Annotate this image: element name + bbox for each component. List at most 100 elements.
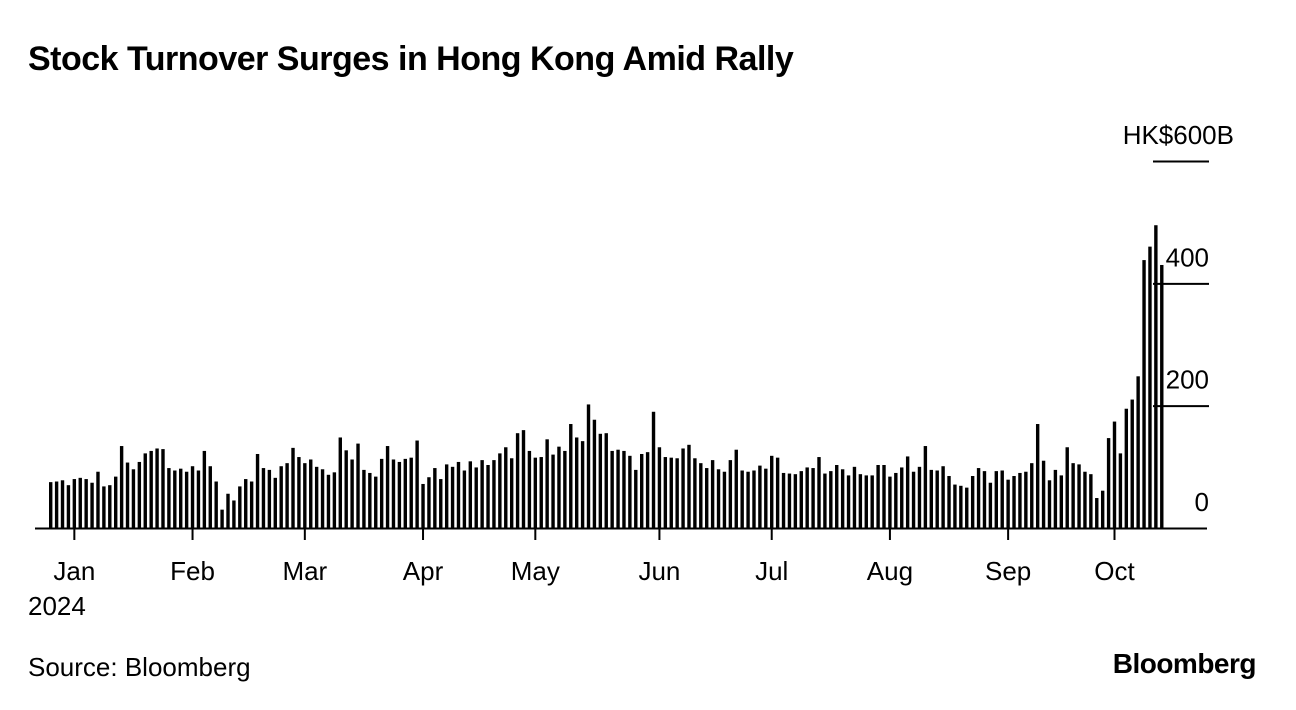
bar	[1089, 474, 1093, 528]
x-tick-label: Jan	[53, 556, 95, 586]
bar	[161, 449, 165, 528]
bar	[1041, 460, 1046, 528]
x-tick-label: Sep	[985, 556, 1031, 586]
bar	[994, 471, 998, 528]
bar	[314, 466, 319, 528]
x-axis-year-label: 2024	[28, 591, 86, 621]
bar	[114, 476, 118, 528]
x-tick-label: Jun	[638, 556, 680, 586]
bar	[403, 458, 407, 528]
bar	[675, 458, 679, 528]
bar	[72, 479, 77, 528]
bar-series	[49, 225, 1164, 529]
bar	[468, 461, 473, 528]
bar	[244, 479, 248, 528]
bar	[959, 485, 963, 528]
bar	[84, 479, 88, 528]
bar	[232, 500, 236, 528]
bar	[976, 468, 981, 528]
bar	[894, 472, 898, 528]
bar	[1118, 453, 1123, 528]
bar	[905, 456, 910, 528]
x-tick-label: May	[511, 556, 560, 586]
x-tick-label: Mar	[282, 556, 327, 586]
bar	[421, 483, 425, 528]
bar	[628, 455, 632, 528]
bar	[249, 481, 254, 528]
bar	[1059, 475, 1064, 528]
bar	[864, 475, 868, 528]
bar	[486, 465, 490, 528]
bar	[900, 467, 904, 528]
bar	[1154, 225, 1158, 529]
x-tick-label: Jul	[755, 556, 788, 586]
bar	[338, 437, 342, 528]
bar	[923, 446, 928, 528]
bar	[320, 469, 325, 528]
bar	[805, 467, 809, 528]
bar	[1000, 470, 1004, 528]
bar	[66, 485, 71, 528]
bar	[119, 446, 124, 528]
bar	[1106, 438, 1111, 528]
bar	[1047, 480, 1052, 528]
bar	[982, 471, 987, 528]
bar	[1130, 399, 1134, 528]
bar	[681, 448, 685, 528]
bar	[409, 457, 413, 528]
bar	[108, 485, 112, 528]
bar	[1065, 447, 1069, 528]
bar	[515, 433, 520, 528]
bar	[917, 466, 922, 528]
bar	[356, 443, 360, 528]
bar	[332, 472, 337, 528]
bar	[450, 466, 455, 528]
y-tick-label: 0	[1195, 487, 1209, 517]
bar	[888, 476, 892, 528]
bar	[1030, 463, 1034, 528]
bar	[669, 457, 673, 528]
bar	[734, 449, 738, 528]
bar	[279, 466, 283, 528]
bar	[326, 474, 331, 528]
bar	[787, 473, 792, 528]
bar	[610, 450, 614, 528]
bar	[1053, 469, 1058, 528]
bar	[870, 475, 874, 528]
bar	[456, 461, 461, 528]
bar	[911, 471, 916, 528]
bar	[1071, 463, 1075, 528]
bar	[1142, 260, 1146, 528]
bar	[125, 462, 130, 528]
bar	[208, 466, 212, 528]
bar	[297, 457, 301, 528]
bar	[131, 469, 136, 528]
bar	[196, 470, 201, 528]
y-tick-label: 200	[1166, 365, 1209, 395]
bar	[480, 460, 484, 528]
bar	[184, 471, 189, 528]
bar	[462, 470, 467, 528]
bar	[557, 446, 561, 528]
bar	[781, 472, 786, 528]
bar	[687, 444, 691, 528]
bar	[740, 470, 744, 528]
bar	[764, 468, 768, 528]
bar	[645, 452, 650, 528]
bar	[1095, 498, 1099, 528]
bar	[663, 457, 668, 528]
bar	[965, 487, 969, 528]
bar	[817, 457, 821, 528]
bar	[823, 473, 827, 528]
bar	[616, 449, 620, 528]
bar	[521, 430, 526, 528]
bar	[829, 471, 833, 528]
bar	[368, 472, 372, 528]
y-tick-label: 400	[1166, 242, 1209, 272]
bar	[492, 460, 496, 528]
bar	[1018, 472, 1022, 528]
bar	[60, 480, 65, 528]
y-tick-label: HK$600B	[1123, 120, 1234, 150]
bar	[1077, 464, 1081, 528]
bloomberg-logo: Bloomberg	[1112, 648, 1257, 679]
